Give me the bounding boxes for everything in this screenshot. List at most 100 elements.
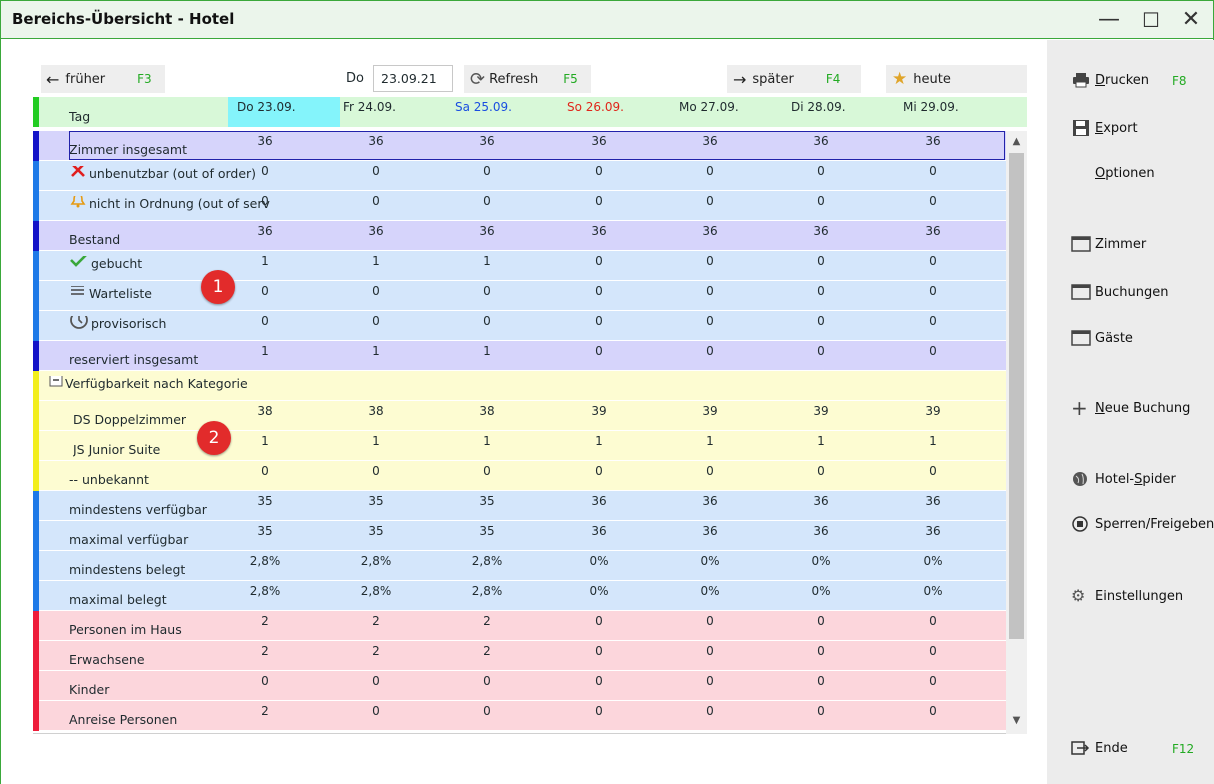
table-row[interactable]: provisorisch 0 0 0 0 0 0 0: [33, 311, 1006, 341]
table-cell[interactable]: 35: [368, 494, 384, 508]
table-cell[interactable]: 36: [925, 224, 941, 238]
table-cell[interactable]: 0: [483, 674, 491, 688]
table-row[interactable]: Warteliste 0 0 0 0 0 0 0: [33, 281, 1006, 311]
table-cell[interactable]: 1: [817, 434, 825, 448]
table-cell[interactable]: 1: [261, 254, 269, 268]
table-cell[interactable]: 36: [925, 494, 941, 508]
rooms-button[interactable]: Zimmer: [1071, 236, 1146, 252]
table-cell[interactable]: 36: [591, 524, 607, 538]
table-cell[interactable]: 35: [257, 524, 273, 538]
table-cell[interactable]: 0: [595, 464, 603, 478]
table-cell[interactable]: 36: [702, 494, 718, 508]
table-row[interactable]: maximal belegt 2,8% 2,8% 2,8% 0% 0% 0% 0%: [33, 581, 1006, 611]
table-cell[interactable]: 0: [706, 254, 714, 268]
collapse-icon[interactable]: [49, 376, 63, 390]
table-cell[interactable]: 0: [706, 674, 714, 688]
table-cell[interactable]: 0: [706, 164, 714, 178]
options-button[interactable]: Optionen: [1095, 166, 1155, 181]
table-cell[interactable]: 0: [929, 194, 937, 208]
table-row[interactable]: Zimmer insgesamt 36 36 36 36 36 36 36: [33, 131, 1006, 161]
table-cell[interactable]: 0: [595, 284, 603, 298]
table-cell[interactable]: 36: [591, 224, 607, 238]
day-header-4[interactable]: So 26.09.: [567, 100, 624, 114]
table-cell[interactable]: 35: [257, 494, 273, 508]
table-cell[interactable]: 39: [591, 404, 607, 418]
table-cell[interactable]: 0: [817, 344, 825, 358]
table-cell[interactable]: 0%: [700, 584, 720, 598]
table-cell[interactable]: 0%: [589, 584, 609, 598]
table-row[interactable]: Verfügbarkeit nach Kategorie: [33, 371, 1006, 401]
table-cell[interactable]: 36: [813, 134, 829, 148]
table-cell[interactable]: 0: [929, 314, 937, 328]
table-cell[interactable]: 0: [483, 284, 491, 298]
table-cell[interactable]: 0: [929, 644, 937, 658]
table-cell[interactable]: 0%: [923, 554, 943, 568]
table-cell[interactable]: 0: [817, 284, 825, 298]
day-header-2[interactable]: Fr 24.09.: [343, 100, 396, 114]
table-cell[interactable]: 36: [591, 494, 607, 508]
table-cell[interactable]: 1: [595, 434, 603, 448]
table-cell[interactable]: 39: [813, 404, 829, 418]
table-row[interactable]: mindestens belegt 2,8% 2,8% 2,8% 0% 0% 0% 0%: [33, 551, 1006, 581]
table-cell[interactable]: 36: [702, 524, 718, 538]
day-header-3[interactable]: Sa 25.09.: [455, 100, 512, 114]
table-cell[interactable]: 1: [483, 254, 491, 268]
table-cell[interactable]: 0: [706, 284, 714, 298]
table-cell[interactable]: 0: [706, 344, 714, 358]
table-row[interactable]: unbenutzbar (out of order) 0 0 0 0 0 0 0: [33, 161, 1006, 191]
table-row[interactable]: -- unbekannt 0 0 0 0 0 0 0: [33, 461, 1006, 491]
table-cell[interactable]: 36: [925, 524, 941, 538]
table-cell[interactable]: 1: [261, 434, 269, 448]
print-button[interactable]: Drucken: [1071, 72, 1149, 88]
table-cell[interactable]: 0: [372, 704, 380, 718]
earlier-button[interactable]: ← früher F3: [41, 65, 165, 93]
table-cell[interactable]: 0: [595, 254, 603, 268]
scroll-up-icon[interactable]: ▲: [1012, 136, 1021, 147]
table-cell[interactable]: 2,8%: [471, 554, 503, 568]
table-cell[interactable]: 1: [372, 434, 380, 448]
day-header-7[interactable]: Mi 29.09.: [903, 100, 959, 114]
table-cell[interactable]: 0: [483, 164, 491, 178]
table-cell[interactable]: 0: [929, 164, 937, 178]
table-row[interactable]: DS Doppelzimmer 38 38 38 39 39 39 39: [33, 401, 1006, 431]
table-cell[interactable]: 1: [706, 434, 714, 448]
table-cell[interactable]: 35: [479, 494, 495, 508]
table-cell[interactable]: 2: [372, 614, 380, 628]
refresh-button[interactable]: ⟳ Refresh F5: [464, 65, 591, 93]
table-cell[interactable]: 0: [595, 344, 603, 358]
table-cell[interactable]: 2: [483, 614, 491, 628]
table-cell[interactable]: 0: [483, 194, 491, 208]
table-cell[interactable]: 0: [817, 464, 825, 478]
table-cell[interactable]: 1: [372, 344, 380, 358]
end-button[interactable]: Ende: [1071, 740, 1128, 756]
table-cell[interactable]: 36: [702, 224, 718, 238]
lock-release-button[interactable]: Sperren/Freigeben: [1071, 516, 1214, 532]
table-cell[interactable]: 0: [372, 464, 380, 478]
table-cell[interactable]: 0: [706, 614, 714, 628]
table-cell[interactable]: 35: [479, 524, 495, 538]
settings-button[interactable]: ⚙ Einstellungen: [1071, 588, 1183, 604]
table-cell[interactable]: 0: [372, 164, 380, 178]
table-cell[interactable]: 2,8%: [249, 554, 281, 568]
day-header-6[interactable]: Di 28.09.: [791, 100, 846, 114]
table-cell[interactable]: 0: [372, 284, 380, 298]
table-cell[interactable]: 0: [261, 164, 269, 178]
table-cell[interactable]: 36: [813, 524, 829, 538]
table-cell[interactable]: 0: [706, 194, 714, 208]
table-cell[interactable]: 0: [929, 254, 937, 268]
table-row[interactable]: mindestens verfügbar 35 35 35 36 36 36 36: [33, 491, 1006, 521]
date-input[interactable]: 23.09.21: [373, 65, 453, 92]
table-cell[interactable]: 0: [817, 644, 825, 658]
new-booking-button[interactable]: + Neue Buchung: [1071, 398, 1190, 418]
table-cell[interactable]: 0: [706, 704, 714, 718]
table-cell[interactable]: 39: [702, 404, 718, 418]
table-cell[interactable]: 0: [817, 614, 825, 628]
table-cell[interactable]: 0: [483, 314, 491, 328]
table-cell[interactable]: 0: [595, 314, 603, 328]
table-cell[interactable]: 0: [929, 674, 937, 688]
table-cell[interactable]: 0: [595, 164, 603, 178]
table-cell[interactable]: 2: [372, 644, 380, 658]
table-cell[interactable]: 1: [261, 344, 269, 358]
table-cell[interactable]: 0: [595, 704, 603, 718]
